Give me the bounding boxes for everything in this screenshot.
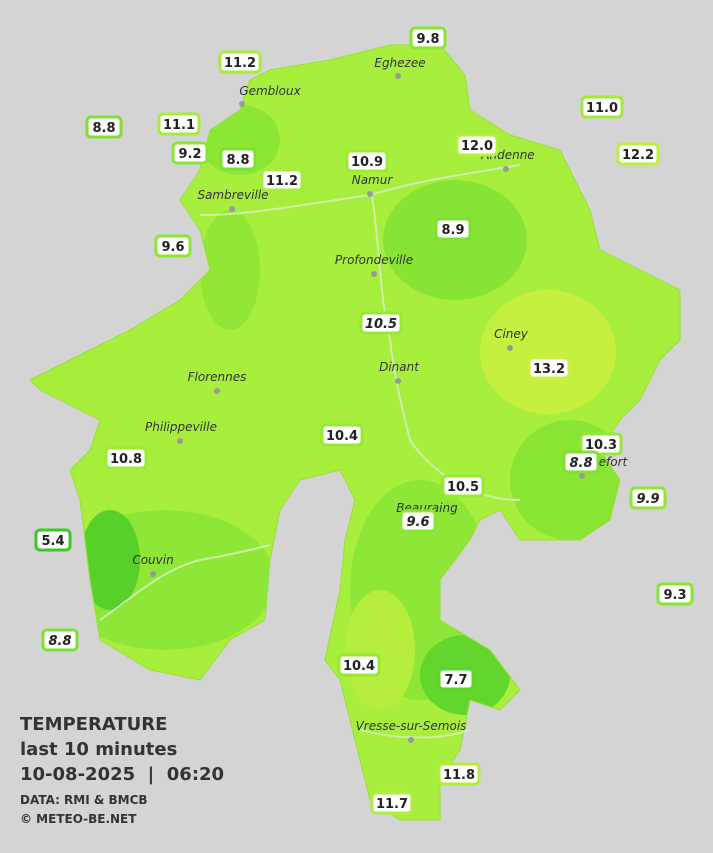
- station-box: [580, 95, 624, 119]
- city-dot: [371, 271, 377, 277]
- station-box: [629, 486, 667, 510]
- city-dot: [507, 345, 513, 351]
- station-value: 9.6: [161, 240, 184, 255]
- city-dot: [177, 438, 183, 444]
- station-value: 8.8: [569, 456, 592, 471]
- station-box: [337, 653, 381, 677]
- station-value: 9.3: [663, 588, 686, 603]
- legend-copyright: © METEO-BE.NET: [20, 812, 137, 826]
- station-value: 8.8: [226, 153, 249, 168]
- station-value: 10.9: [351, 155, 383, 170]
- station-box: [219, 147, 257, 171]
- city-label: Eghezee: [374, 56, 425, 70]
- station-value: 9.6: [406, 515, 429, 530]
- station-value: 11.7: [376, 797, 408, 812]
- city-dot: [150, 571, 156, 577]
- station-box: [437, 667, 475, 691]
- legend-datetime: 10-08-2025 | 06:20: [20, 764, 224, 785]
- station-value: 11.0: [586, 101, 618, 116]
- city-label: Couvin: [132, 553, 173, 567]
- station-box: [562, 450, 600, 474]
- station-value: 7.7: [444, 673, 467, 688]
- station-value: 10.8: [110, 452, 142, 467]
- city-label: Namur: [352, 173, 394, 187]
- station-box: [171, 141, 209, 165]
- city-label: Philippeville: [145, 420, 217, 434]
- station-value: 11.2: [266, 174, 298, 189]
- station-box: [409, 26, 447, 50]
- legend-source: DATA: RMI & BMCB: [20, 793, 148, 807]
- station-box: [260, 168, 304, 192]
- station-value: 13.2: [533, 362, 565, 377]
- station-box: [104, 446, 148, 470]
- city-label: Vresse-sur-Semois: [356, 719, 467, 733]
- station-value: 12.0: [461, 139, 493, 154]
- station-box: [218, 50, 262, 74]
- station-value: 11.1: [163, 118, 195, 133]
- station-box: [154, 234, 192, 258]
- city-dot: [395, 378, 401, 384]
- station-value: 9.8: [416, 32, 439, 47]
- station-box: [370, 791, 414, 815]
- station-value: 8.9: [441, 223, 464, 238]
- station-box: [85, 115, 123, 139]
- station-value: 8.8: [92, 121, 115, 136]
- station-value: 10.4: [326, 429, 358, 444]
- city-dot: [229, 206, 235, 212]
- city-label: Ciney: [494, 327, 529, 341]
- station-box: [157, 112, 201, 136]
- station-box: [527, 356, 571, 380]
- station-value: 10.4: [343, 659, 375, 674]
- station-box: [320, 423, 364, 447]
- city-dot: [408, 737, 414, 743]
- station-box: [616, 142, 660, 166]
- station-box: [399, 509, 437, 533]
- station-box: [437, 762, 481, 786]
- station-box: [345, 149, 389, 173]
- city-label: Gembloux: [239, 84, 301, 98]
- station-box: [34, 528, 72, 552]
- station-value: 9.2: [178, 147, 201, 162]
- city-dot: [503, 166, 509, 172]
- station-value: 11.8: [443, 768, 475, 783]
- city-label: Dinant: [379, 360, 420, 374]
- legend-period: last 10 minutes: [20, 739, 177, 760]
- city-dot: [367, 191, 373, 197]
- station-value: 9.9: [636, 492, 659, 507]
- city-dot: [214, 388, 220, 394]
- city-label: Profondeville: [335, 253, 413, 267]
- station-box: [579, 432, 623, 456]
- station-value: 12.2: [622, 148, 654, 163]
- station-value: 10.5: [447, 480, 479, 495]
- station-box: [656, 582, 694, 606]
- station-value: 10.5: [365, 317, 397, 332]
- city-dot: [239, 101, 245, 107]
- city-dot: [395, 73, 401, 79]
- city-label: Sambreville: [197, 188, 268, 202]
- city-dot: [579, 473, 585, 479]
- legend-title: TEMPERATURE: [20, 714, 167, 735]
- station-box: [41, 628, 79, 652]
- station-value: 10.3: [585, 438, 617, 453]
- station-value: 11.2: [224, 56, 256, 71]
- station-value: 8.8: [48, 634, 71, 649]
- station-box: [441, 474, 485, 498]
- station-value: 5.4: [41, 534, 64, 549]
- station-box: [455, 133, 499, 157]
- station-box: [359, 311, 403, 335]
- station-box: [434, 217, 472, 241]
- city-label: Florennes: [188, 370, 247, 384]
